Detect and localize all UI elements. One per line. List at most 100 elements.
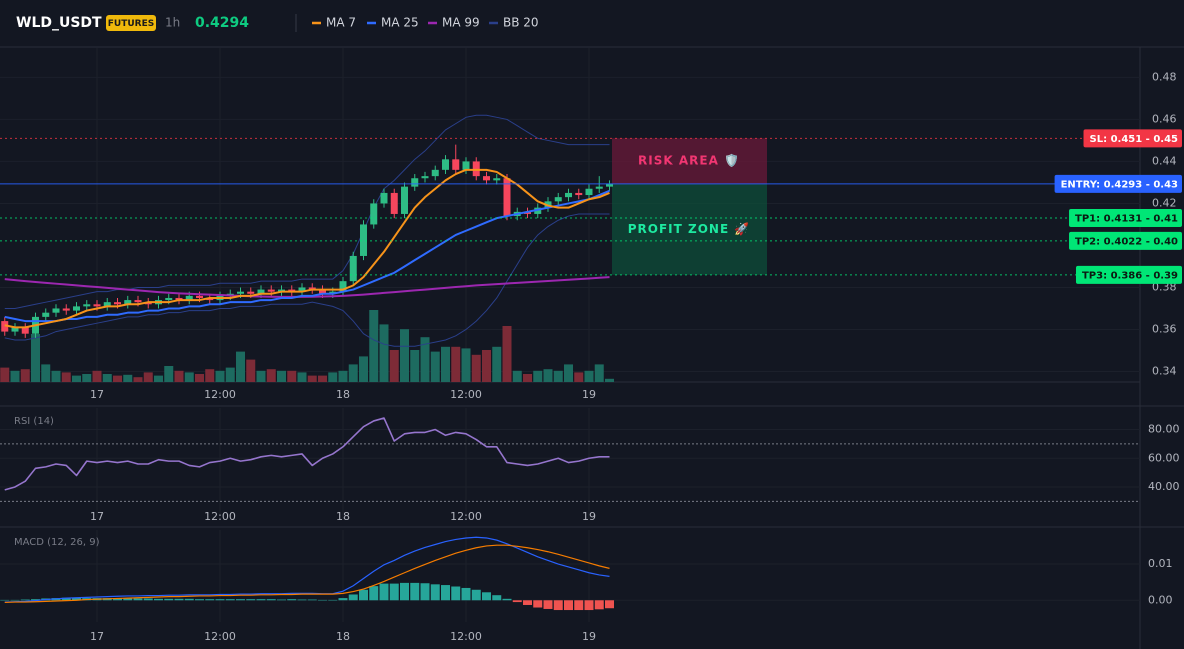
- x-tick-label: 12:00: [204, 630, 236, 643]
- candle-body: [452, 159, 460, 170]
- histogram-bar: [236, 599, 245, 601]
- x-tick-label: 12:00: [450, 630, 482, 643]
- rsi-line: [4, 417, 610, 491]
- x-tick-label: 19: [582, 510, 596, 523]
- volume-bar: [451, 346, 461, 382]
- level-label: TP2: 0.4022 - 0.40: [1075, 236, 1178, 247]
- volume-bar: [543, 369, 553, 382]
- histogram-bar: [400, 582, 409, 601]
- candle-body: [93, 304, 101, 307]
- zone-label: RISK AREA 🛡️: [638, 154, 740, 168]
- y-tick-label: 0.36: [1152, 322, 1177, 335]
- candle-body: [370, 203, 378, 225]
- volume-bar: [461, 348, 471, 382]
- histogram-bar: [482, 592, 491, 601]
- zone: [612, 183, 767, 275]
- candle-body: [52, 308, 60, 313]
- volume-bar: [359, 356, 368, 382]
- bollinger-band: [4, 114, 610, 309]
- candle-body: [483, 176, 490, 181]
- level-label-box: [1069, 231, 1182, 250]
- histogram-bar: [430, 584, 440, 601]
- histogram-bar: [318, 599, 327, 601]
- candle-body: [124, 300, 132, 305]
- legend-label: MA 25: [381, 16, 419, 30]
- x-tick-label: 19: [582, 388, 596, 401]
- volume-bar: [287, 370, 297, 382]
- volume-bar: [369, 310, 379, 382]
- candle-body: [185, 295, 193, 301]
- candle-body: [308, 287, 316, 290]
- volume-bar: [297, 372, 307, 382]
- histogram-bar: [574, 600, 584, 611]
- candle-body: [606, 183, 613, 187]
- histogram-bar: [307, 599, 317, 601]
- level-label-box: [1054, 174, 1182, 193]
- histogram-bar: [338, 598, 348, 601]
- x-tick-label: 12:00: [450, 510, 482, 523]
- histogram-bar: [72, 597, 81, 601]
- histogram-bar: [143, 598, 153, 601]
- volume-bar: [82, 374, 92, 382]
- histogram-bar: [379, 583, 389, 601]
- volume-bar: [584, 370, 594, 382]
- histogram-bar: [164, 598, 174, 601]
- histogram-bar: [0, 599, 10, 601]
- candle-body: [339, 281, 347, 292]
- x-tick-label: 12:00: [204, 510, 236, 523]
- histogram-bar: [523, 600, 532, 605]
- histogram-bar: [10, 599, 20, 601]
- volume-bar: [61, 372, 71, 382]
- volume-bar: [512, 370, 522, 382]
- histogram-bar: [195, 599, 204, 601]
- histogram-bar: [174, 598, 184, 601]
- histogram-bar: [543, 600, 553, 609]
- candle-body: [431, 169, 439, 177]
- candle-body: [165, 297, 173, 301]
- volume-bar: [266, 369, 276, 382]
- histogram-bar: [533, 600, 543, 608]
- histogram-bar: [605, 600, 614, 609]
- candle-body: [278, 289, 285, 292]
- x-tick-label: 17: [90, 510, 104, 523]
- volume-bar: [164, 366, 174, 382]
- y-tick-label: 0.01: [1148, 557, 1173, 570]
- volume-bar: [256, 370, 266, 382]
- level-label-box: [1069, 208, 1182, 227]
- histogram-bar: [123, 598, 133, 601]
- volume-bar: [420, 337, 430, 382]
- volume-bar: [400, 329, 409, 382]
- volume-bar: [51, 370, 61, 382]
- volume-bar: [184, 372, 194, 382]
- volume-bar: [328, 372, 338, 382]
- volume-bar: [20, 369, 30, 382]
- histogram-bar: [277, 599, 286, 601]
- histogram-bar: [31, 599, 40, 601]
- volume-bar: [102, 374, 112, 382]
- candle-body: [42, 312, 50, 317]
- histogram-bar: [369, 586, 379, 601]
- volume-bar: [31, 334, 40, 382]
- legend-label: MA 99: [442, 16, 480, 30]
- volume-bar: [605, 378, 614, 382]
- candle-body: [114, 302, 121, 305]
- histogram-bar: [184, 598, 194, 601]
- volume-bar: [92, 370, 102, 382]
- x-tick-label: 17: [90, 630, 104, 643]
- histogram-bar: [410, 582, 420, 601]
- level-label: TP1: 0.4131 - 0.41: [1075, 213, 1178, 224]
- histogram-bar: [553, 600, 563, 611]
- macd-line: [4, 536, 610, 603]
- candle-body: [11, 327, 19, 332]
- histogram-bar: [328, 599, 338, 601]
- legend-label: MA 7: [326, 16, 356, 30]
- histogram-bar: [113, 598, 122, 601]
- histogram-bar: [215, 599, 225, 601]
- volume-bar: [215, 370, 225, 382]
- histogram-bar: [420, 583, 430, 601]
- volume-bar: [389, 350, 399, 382]
- candle-body: [175, 297, 183, 301]
- volume-bar: [307, 375, 317, 382]
